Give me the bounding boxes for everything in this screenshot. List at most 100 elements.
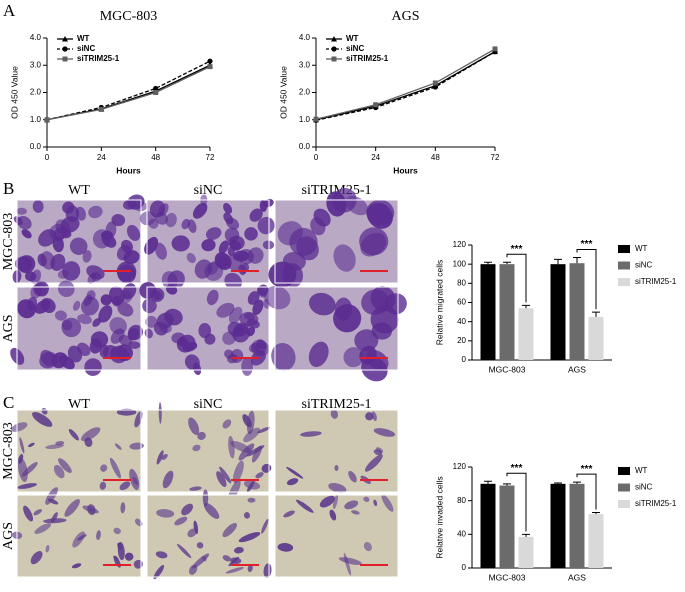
y-tick-label: 0.0	[30, 142, 42, 151]
cell	[326, 191, 347, 217]
cell	[247, 497, 256, 503]
cell	[373, 499, 378, 507]
cell	[205, 227, 222, 240]
error-bar	[573, 481, 581, 484]
cell	[319, 495, 335, 508]
x-tick-label: MGC-803	[489, 364, 526, 374]
y-tick-label: 40	[457, 529, 466, 538]
micrograph-frame	[146, 286, 270, 371]
cell	[300, 431, 322, 437]
cell	[80, 427, 101, 442]
y-tick-label: 3.0	[299, 60, 311, 69]
cell	[366, 199, 395, 226]
bar	[518, 308, 534, 360]
row-label: AGS	[1, 314, 16, 342]
cell	[17, 483, 37, 489]
cell	[277, 221, 303, 246]
chart-title: MGC-803	[100, 9, 158, 24]
cell	[10, 422, 28, 432]
cell	[17, 255, 36, 274]
cell	[309, 292, 336, 316]
significance-bracket	[506, 253, 527, 303]
cell	[255, 472, 264, 479]
significance-bracket	[576, 473, 597, 510]
micrograph	[17, 410, 141, 492]
cell	[99, 481, 107, 490]
y-tick-label: 2.0	[30, 88, 42, 97]
cell	[109, 317, 127, 335]
x-tick-label: 0	[314, 153, 319, 162]
cell	[120, 239, 133, 253]
significance-bracket	[506, 472, 527, 532]
cell	[296, 236, 319, 261]
marker	[432, 84, 438, 90]
x-tick-label: AGS	[568, 572, 586, 582]
cell	[114, 443, 122, 450]
y-tick-label: 1.0	[30, 115, 42, 124]
bar	[588, 514, 604, 568]
marker	[207, 64, 213, 70]
x-tick-label: 24	[97, 153, 106, 162]
legend-label: siNC	[635, 483, 653, 492]
cell	[145, 315, 158, 328]
cell	[241, 357, 253, 376]
y-tick-label: 0.0	[299, 142, 311, 151]
cell	[202, 489, 209, 507]
cell	[38, 229, 57, 247]
y-tick-label: 80	[457, 278, 466, 287]
cell	[246, 318, 260, 329]
cell	[83, 294, 93, 307]
y-axis-label: Relative invaded cells	[434, 476, 444, 558]
legend-label: siTRIM25-1	[635, 499, 677, 508]
error-bar	[592, 511, 600, 515]
cell	[204, 262, 224, 281]
cell	[243, 512, 250, 519]
y-tick-label: 2.0	[299, 88, 311, 97]
cell	[193, 520, 199, 535]
cell	[224, 227, 240, 243]
bar	[499, 485, 515, 568]
cell	[144, 236, 159, 255]
legend-swatch	[618, 261, 630, 270]
marker	[153, 90, 159, 95]
x-tick-label: MGC-803	[489, 572, 526, 582]
y-tick-label: 120	[453, 462, 467, 471]
cell	[363, 496, 370, 502]
cell	[21, 229, 32, 239]
legend-swatch	[618, 245, 630, 253]
error-bar	[554, 258, 562, 265]
cell	[282, 263, 304, 288]
cell	[149, 200, 166, 218]
cell	[32, 200, 44, 213]
series-line	[315, 51, 496, 121]
cell	[177, 543, 192, 559]
cell	[244, 312, 256, 321]
y-axis-label: OD 450 Value	[9, 66, 19, 119]
cell	[53, 226, 67, 241]
cell	[119, 481, 131, 491]
x-tick-label: 48	[151, 153, 160, 162]
cell	[227, 245, 236, 256]
cell	[219, 466, 232, 484]
cell	[351, 510, 360, 515]
cell	[216, 302, 235, 318]
cell	[124, 552, 134, 561]
error-bar	[503, 483, 511, 486]
marker	[153, 85, 159, 92]
chart-title: AGS	[391, 9, 419, 24]
cell	[296, 499, 314, 513]
cell	[155, 242, 167, 260]
significance-label: ***	[511, 463, 523, 474]
cell	[37, 253, 47, 267]
micrograph-frame	[274, 286, 399, 371]
y-tick-label: 1.0	[299, 115, 311, 124]
cell	[359, 345, 377, 365]
error-bar	[554, 482, 562, 484]
cell	[71, 563, 82, 569]
cell	[343, 553, 352, 576]
cell	[343, 347, 364, 368]
series-line	[46, 60, 211, 121]
cell	[263, 563, 272, 578]
cell	[376, 447, 384, 453]
cell	[206, 289, 219, 306]
